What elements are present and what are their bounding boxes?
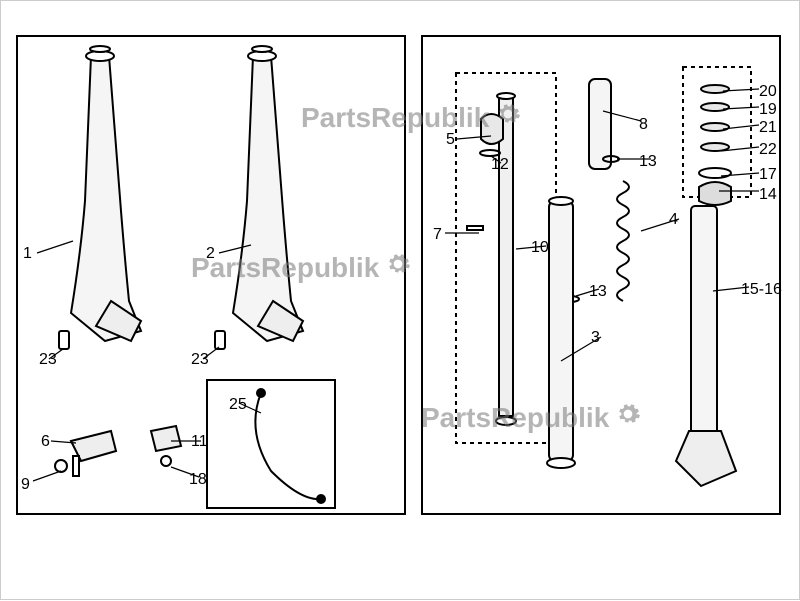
part-label-11: 11 bbox=[191, 433, 208, 451]
part-label-10: 10 bbox=[531, 239, 549, 257]
watermark-1: PartsRepublik bbox=[191, 251, 411, 284]
part-label-3: 3 bbox=[591, 329, 600, 347]
diagram-container: 12345678910111213131415-1617181920212223… bbox=[0, 0, 800, 600]
part-label-9: 9 bbox=[21, 476, 30, 494]
part-label-1: 1 bbox=[23, 245, 32, 263]
part-label-17: 17 bbox=[759, 166, 777, 184]
part-label-14: 14 bbox=[759, 186, 777, 204]
watermark-2: PartsRepublik bbox=[421, 401, 641, 434]
gear-icon bbox=[495, 101, 521, 134]
gear-icon bbox=[385, 251, 411, 284]
part-label-20: 20 bbox=[759, 83, 777, 101]
watermark-text: PartsRepublik bbox=[191, 252, 379, 284]
watermark-0: PartsRepublik bbox=[301, 101, 521, 134]
part-label-21: 21 bbox=[759, 119, 777, 137]
part-label-7: 7 bbox=[433, 226, 442, 244]
part-label-13b: 13 bbox=[589, 283, 607, 301]
part-label-4: 4 bbox=[669, 211, 678, 229]
part-label-22: 22 bbox=[759, 141, 777, 159]
part-label-18: 18 bbox=[189, 471, 207, 489]
frame-inset-25 bbox=[206, 379, 336, 509]
watermark-text: PartsRepublik bbox=[301, 102, 489, 134]
part-label-6: 6 bbox=[41, 433, 50, 451]
gear-icon bbox=[615, 401, 641, 434]
watermark-text: PartsRepublik bbox=[421, 402, 609, 434]
part-label-8: 8 bbox=[639, 116, 648, 134]
part-label-12: 12 bbox=[491, 156, 509, 174]
part-label-23a: 23 bbox=[39, 351, 57, 369]
part-label-23b: 23 bbox=[191, 351, 209, 369]
part-label-13a: 13 bbox=[639, 153, 657, 171]
part-label-25: 25 bbox=[229, 396, 247, 414]
part-label-15-16: 15-16 bbox=[741, 281, 782, 299]
part-label-19: 19 bbox=[759, 101, 777, 119]
